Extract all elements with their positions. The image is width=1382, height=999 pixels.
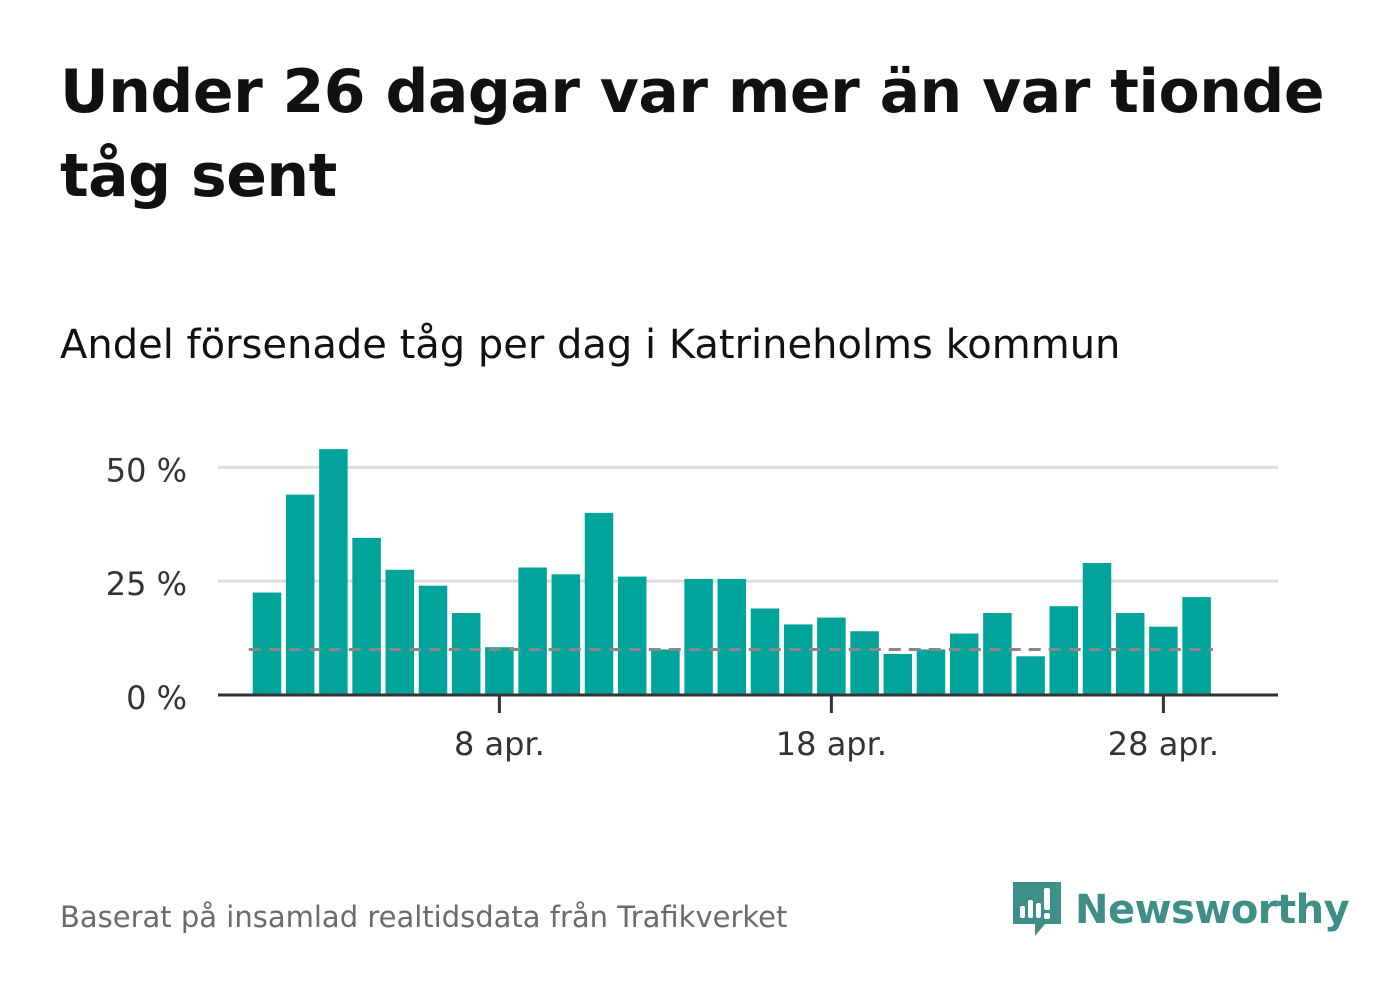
bar[interactable] bbox=[1149, 626, 1178, 695]
bar[interactable] bbox=[485, 647, 514, 695]
bar[interactable] bbox=[518, 567, 547, 696]
bar[interactable] bbox=[850, 631, 879, 695]
bar[interactable] bbox=[949, 633, 979, 695]
bar[interactable] bbox=[451, 613, 481, 695]
bar[interactable] bbox=[1115, 613, 1145, 695]
newsworthy-logo-icon bbox=[1013, 882, 1061, 936]
bar[interactable] bbox=[319, 449, 348, 695]
y-tick-label: 0 % bbox=[126, 679, 187, 717]
bar[interactable] bbox=[817, 617, 846, 695]
bar[interactable] bbox=[584, 512, 614, 695]
bar[interactable] bbox=[285, 494, 315, 695]
bars bbox=[252, 449, 1211, 696]
bar[interactable] bbox=[1016, 656, 1045, 695]
bar[interactable] bbox=[750, 608, 780, 695]
bar[interactable] bbox=[551, 574, 581, 695]
bar-chart: 0 % 25 % 50 % 8 apr. 18 apr. 28 apr. bbox=[106, 449, 1278, 763]
chart-title: Under 26 dagar var mer än var tionde tåg… bbox=[60, 57, 1325, 211]
bar[interactable] bbox=[617, 576, 647, 695]
x-tick-label: 8 apr. bbox=[454, 725, 545, 763]
y-tick-label: 25 % bbox=[106, 565, 187, 603]
bar[interactable] bbox=[1182, 597, 1211, 695]
bar[interactable] bbox=[916, 649, 946, 695]
bar[interactable] bbox=[1082, 562, 1112, 695]
bar[interactable] bbox=[783, 624, 813, 695]
x-tick-label: 18 apr. bbox=[776, 725, 887, 763]
bar[interactable] bbox=[352, 537, 381, 695]
y-tick-label: 50 % bbox=[106, 451, 187, 489]
chart-subtitle: Andel försenade tåg per dag i Katrinehol… bbox=[60, 322, 1121, 368]
bar[interactable] bbox=[418, 585, 448, 695]
bar[interactable] bbox=[252, 592, 282, 695]
axes: 0 % 25 % 50 % 8 apr. 18 apr. 28 apr. bbox=[106, 451, 1278, 763]
bar[interactable] bbox=[883, 654, 913, 695]
bar[interactable] bbox=[385, 569, 415, 695]
bar[interactable] bbox=[717, 578, 747, 695]
brand-logo[interactable]: Newsworthy bbox=[1011, 880, 1350, 940]
source-note: Baserat på insamlad realtidsdata från Tr… bbox=[60, 900, 788, 934]
bar[interactable] bbox=[651, 649, 680, 695]
brand-name: Newsworthy bbox=[1075, 887, 1350, 933]
bar[interactable] bbox=[684, 578, 713, 695]
x-tick-label: 28 apr. bbox=[1108, 725, 1219, 763]
bar[interactable] bbox=[983, 613, 1012, 695]
